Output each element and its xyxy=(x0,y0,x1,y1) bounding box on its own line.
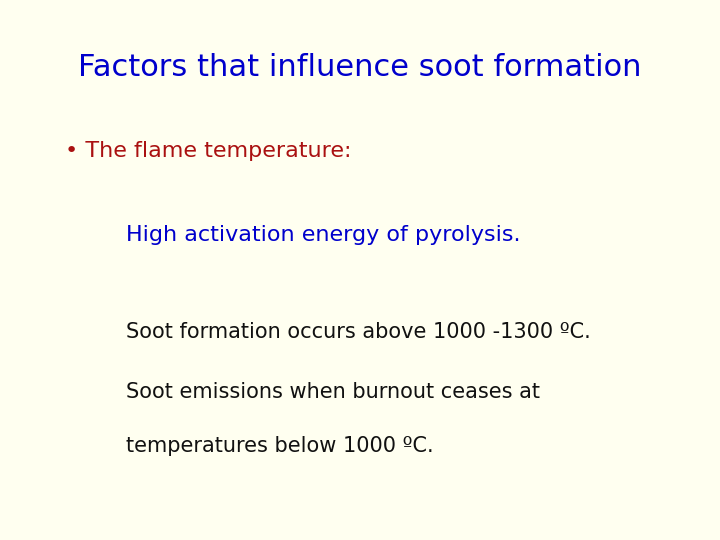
Text: Factors that influence soot formation: Factors that influence soot formation xyxy=(78,53,642,82)
Text: Soot emissions when burnout ceases at: Soot emissions when burnout ceases at xyxy=(126,381,540,402)
Text: High activation energy of pyrolysis.: High activation energy of pyrolysis. xyxy=(126,225,521,245)
Text: Soot formation occurs above 1000 -1300 ºC.: Soot formation occurs above 1000 -1300 º… xyxy=(126,322,590,342)
Text: • The flame temperature:: • The flame temperature: xyxy=(65,141,351,161)
Text: temperatures below 1000 ºC.: temperatures below 1000 ºC. xyxy=(126,435,433,456)
